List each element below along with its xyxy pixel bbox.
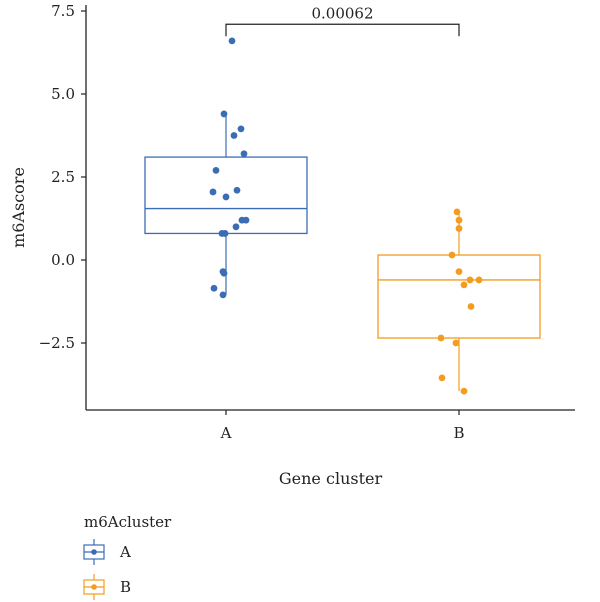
data-point (453, 208, 461, 216)
data-point (455, 225, 463, 232)
data-point (455, 216, 463, 224)
data-point (467, 303, 475, 310)
data-point (210, 284, 218, 292)
axes: −2.5 0.0 2.5 5.0 7.5 A B Gene cluster m6Ascore (9, 2, 575, 488)
data-point (242, 216, 250, 224)
data-point (219, 291, 227, 299)
data-point (460, 281, 468, 289)
data-point (455, 268, 463, 276)
legend-label: B (120, 578, 131, 596)
x-axis-title: Gene cluster (279, 469, 383, 488)
y-axis-title: m6Ascore (9, 167, 28, 248)
x-tick-label: A (220, 424, 232, 442)
legend-label: A (119, 543, 131, 561)
significance-bracket: 0.00062 (225, 4, 460, 37)
data-point (209, 188, 217, 196)
x-tick-label: B (453, 424, 464, 442)
data-point (466, 276, 474, 284)
legend-entry-a: A (83, 539, 131, 565)
data-point (438, 374, 446, 382)
legend: m6Acluster AB (83, 513, 172, 600)
data-point (232, 223, 240, 231)
data-point (460, 387, 468, 395)
data-point (237, 125, 245, 133)
box-group-b (377, 208, 541, 395)
data-point (437, 334, 445, 342)
box-group-a (144, 37, 308, 299)
p-value-label: 0.00062 (311, 4, 373, 22)
y-tick-label: −2.5 (39, 334, 75, 352)
y-tick-label: 2.5 (51, 168, 75, 186)
data-point (448, 251, 456, 259)
data-point (228, 37, 236, 45)
data-point (452, 339, 460, 347)
legend-key-point (91, 549, 97, 555)
data-point (212, 166, 220, 174)
data-point (475, 276, 483, 284)
y-tick-label: 5.0 (51, 85, 75, 103)
data-point (220, 110, 228, 118)
data-point (233, 186, 241, 194)
y-tick-label: 0.0 (51, 251, 75, 269)
data-point (222, 193, 230, 201)
data-point (221, 230, 229, 237)
legend-entry-b: B (83, 574, 131, 600)
y-tick-label: 7.5 (51, 2, 75, 20)
bracket-line (225, 23, 460, 37)
data-point (230, 132, 238, 139)
data-point (240, 150, 248, 158)
legend-title: m6Acluster (84, 513, 172, 531)
legend-key-point (91, 584, 97, 590)
data-point (220, 269, 228, 277)
plot-area: 0.00062 (144, 4, 541, 395)
box (377, 254, 541, 339)
